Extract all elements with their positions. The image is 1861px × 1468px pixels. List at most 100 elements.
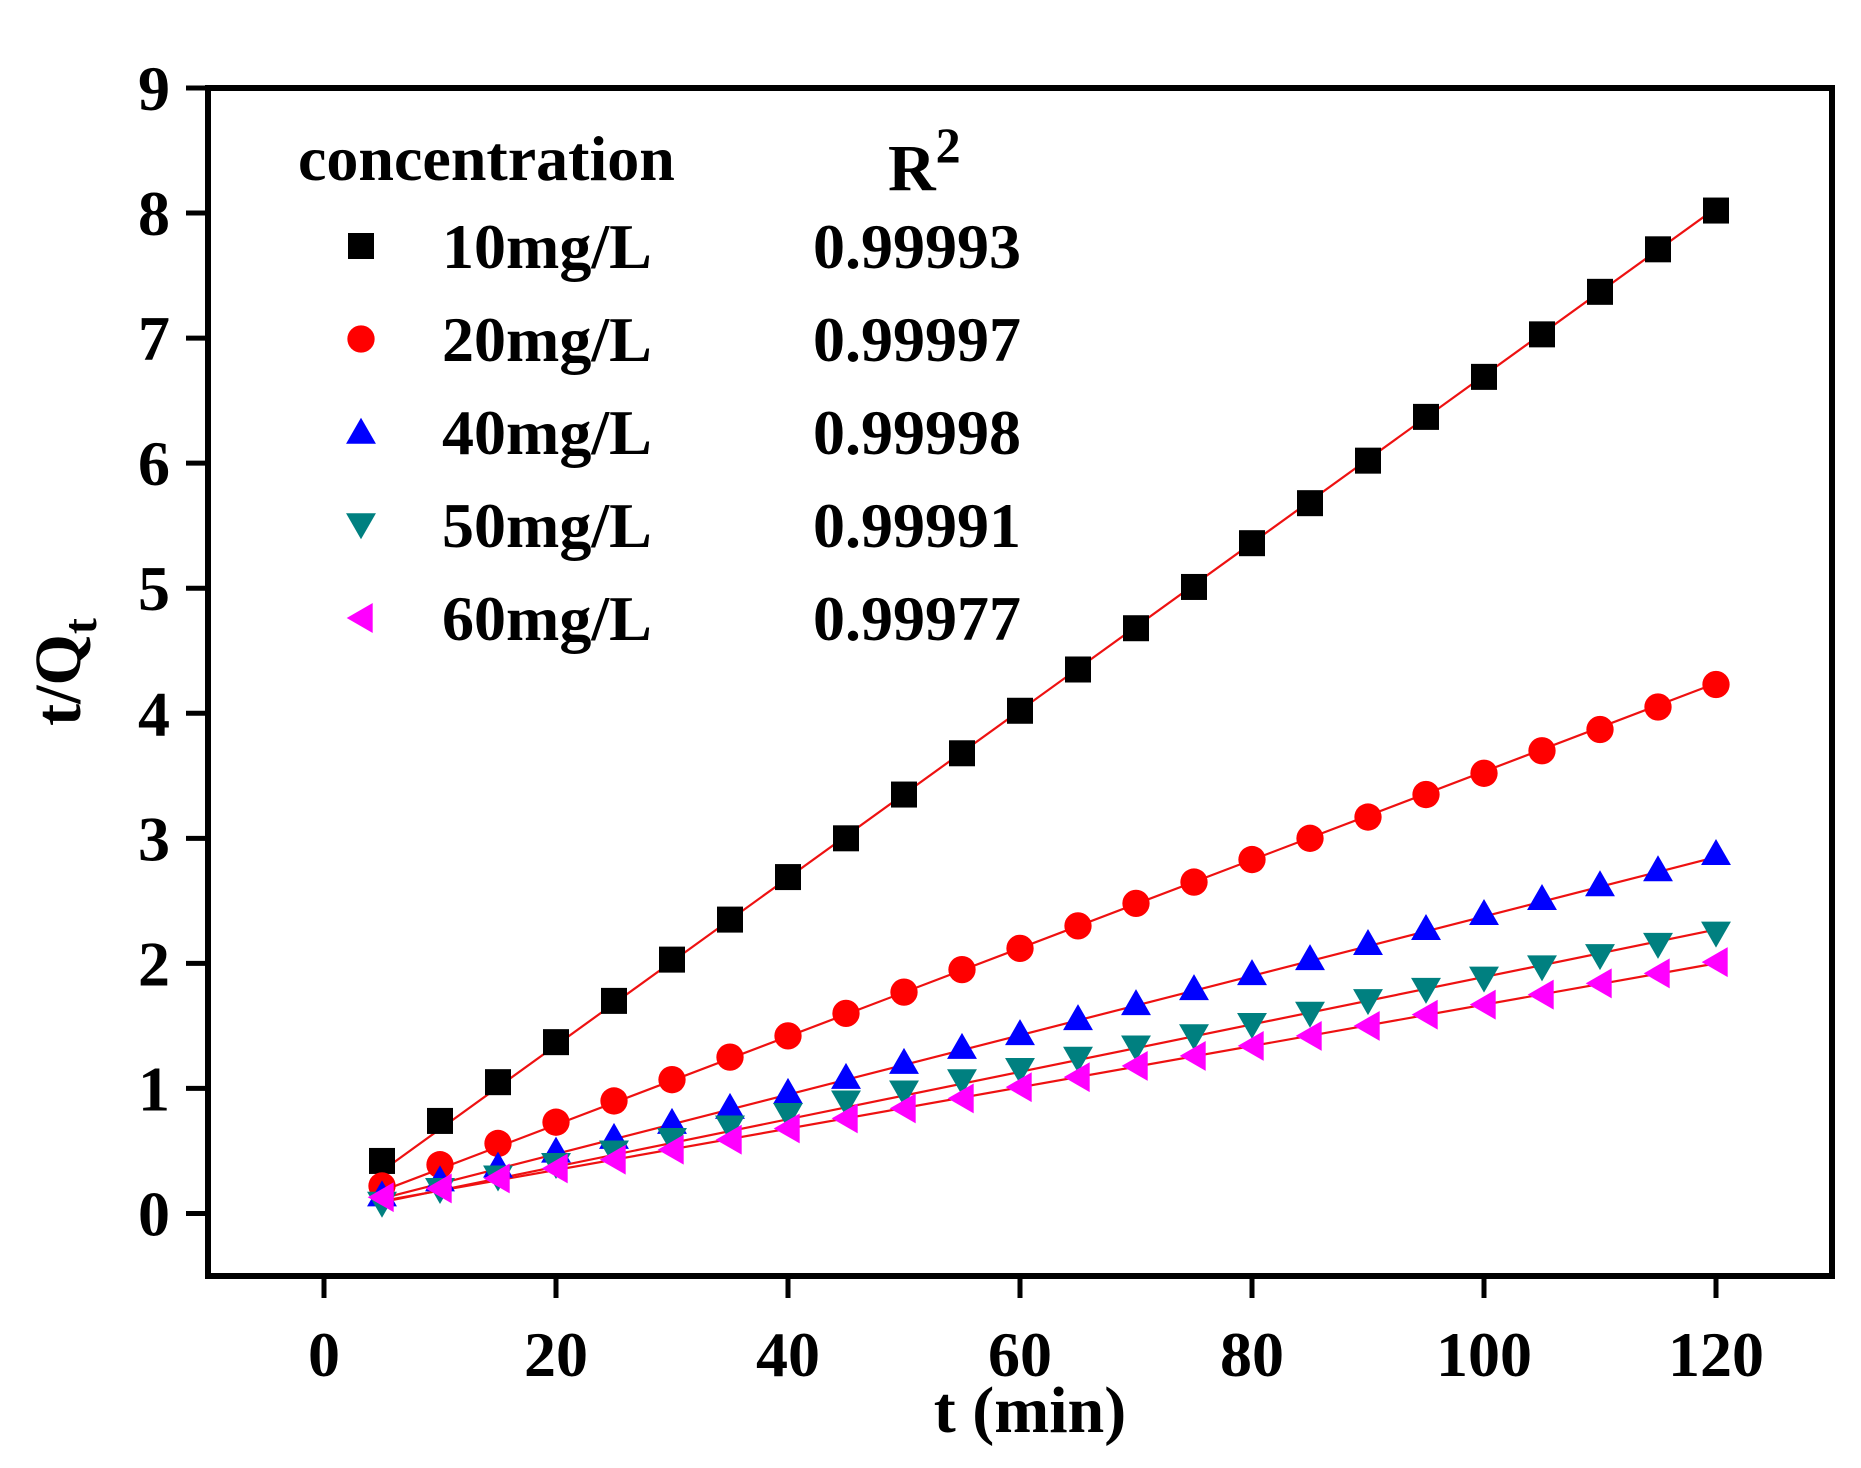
data-point xyxy=(775,864,801,891)
data-point xyxy=(426,1151,454,1179)
legend-item: 50mg/L 0.99991 xyxy=(346,490,1021,561)
data-point xyxy=(1412,780,1440,809)
legend-header-r2-superscript: 2 xyxy=(936,117,961,173)
data-point xyxy=(600,1087,628,1115)
legend-item-r2: 0.99991 xyxy=(813,490,1021,561)
data-point xyxy=(891,781,917,808)
data-point xyxy=(773,1113,800,1144)
data-point xyxy=(947,1069,977,1096)
data-point xyxy=(1528,737,1556,765)
legend-item-label: 60mg/L xyxy=(442,583,652,654)
legend-item-r2: 0.99993 xyxy=(813,211,1021,282)
data-point xyxy=(715,1124,742,1155)
data-point xyxy=(831,1062,861,1089)
data-point xyxy=(1123,615,1149,642)
legend-rows: 10mg/L 0.99993 20mg/L 0.99997 40mg/L 0.99998 5… xyxy=(346,211,1021,654)
legend-item: 20mg/L 0.99997 xyxy=(347,304,1021,375)
data-point xyxy=(601,987,627,1014)
y-axis-ticks: 0 1 2 3 4 5 6 7 8 9 xyxy=(138,53,208,1249)
data-point xyxy=(773,1102,803,1129)
data-point xyxy=(1295,1001,1325,1028)
data-point xyxy=(1063,1004,1093,1031)
data-point xyxy=(717,906,743,933)
data-point xyxy=(833,825,859,852)
data-point xyxy=(1643,958,1670,989)
data-point xyxy=(1587,278,1613,305)
y-axis-label: t/Qt xyxy=(22,618,107,726)
legend-marker xyxy=(346,513,376,540)
data-point xyxy=(367,1182,394,1213)
y-tick-label: 2 xyxy=(138,928,170,999)
y-tick-label: 1 xyxy=(138,1053,170,1124)
y-tick-label: 7 xyxy=(138,303,170,374)
data-point xyxy=(1643,855,1673,882)
data-point xyxy=(1644,693,1672,721)
data-point xyxy=(774,1022,802,1050)
data-point xyxy=(1064,912,1092,940)
data-point xyxy=(889,1047,919,1074)
data-point xyxy=(1701,921,1731,948)
data-point xyxy=(1586,715,1614,744)
data-point xyxy=(773,1077,803,1104)
data-point xyxy=(1063,1062,1090,1093)
data-point xyxy=(1297,490,1323,517)
plot-frame xyxy=(205,85,1835,1279)
data-point xyxy=(889,1093,916,1124)
y-tick-label: 9 xyxy=(138,53,170,124)
data-point xyxy=(1469,899,1499,926)
data-point xyxy=(1065,656,1091,683)
x-tick-label: 80 xyxy=(1220,1319,1284,1390)
series-40mg/L xyxy=(367,839,1731,1207)
data-point xyxy=(1354,803,1382,831)
legend-marker xyxy=(346,417,376,444)
data-point xyxy=(427,1107,453,1134)
data-point xyxy=(543,1029,569,1056)
legend-item: 40mg/L 0.99998 xyxy=(346,397,1021,468)
legend-item: 10mg/L 0.99993 xyxy=(348,211,1021,282)
data-point xyxy=(1470,759,1498,787)
data-point xyxy=(1005,1019,1035,1046)
data-point xyxy=(1180,868,1208,896)
y-tick-label: 3 xyxy=(138,803,170,874)
data-point xyxy=(1469,966,1499,993)
legend-header-concentration: concentration xyxy=(298,123,675,194)
series-60mg/L xyxy=(367,947,1728,1213)
data-point xyxy=(1701,839,1731,866)
y-tick-label: 0 xyxy=(138,1178,170,1249)
data-point xyxy=(484,1129,512,1158)
data-point xyxy=(1411,999,1438,1030)
data-point xyxy=(1006,934,1034,963)
data-point xyxy=(1585,944,1615,971)
data-point xyxy=(1353,929,1383,956)
data-point xyxy=(1237,1012,1267,1039)
data-point xyxy=(831,1103,858,1134)
data-point xyxy=(657,1127,687,1154)
data-point xyxy=(1469,989,1496,1020)
data-point xyxy=(1355,447,1381,474)
data-point xyxy=(1179,1024,1209,1051)
data-point xyxy=(715,1115,745,1142)
data-point xyxy=(716,1043,744,1071)
data-point xyxy=(1179,974,1209,1001)
data-point xyxy=(947,1032,977,1059)
data-point xyxy=(1295,944,1325,971)
data-point xyxy=(832,999,860,1028)
data-point xyxy=(599,1144,626,1175)
data-point xyxy=(1237,1030,1264,1061)
legend-item-r2: 0.99997 xyxy=(813,304,1021,375)
x-tick-label: 20 xyxy=(524,1319,588,1390)
data-points xyxy=(367,197,1731,1218)
data-point xyxy=(1645,236,1671,263)
x-tick-label: 40 xyxy=(756,1319,820,1390)
data-point xyxy=(1643,932,1673,959)
x-axis-label: t (min) xyxy=(934,1374,1126,1447)
y-tick-label: 5 xyxy=(138,553,170,624)
data-point xyxy=(1585,870,1615,897)
data-point xyxy=(1702,670,1730,699)
legend-item-label: 20mg/L xyxy=(442,304,652,375)
legend-header-r2-base: R xyxy=(888,132,937,205)
data-point xyxy=(1005,1057,1035,1084)
data-point xyxy=(1471,363,1497,390)
legend-item-label: 50mg/L xyxy=(442,490,652,561)
data-point xyxy=(889,1080,919,1107)
